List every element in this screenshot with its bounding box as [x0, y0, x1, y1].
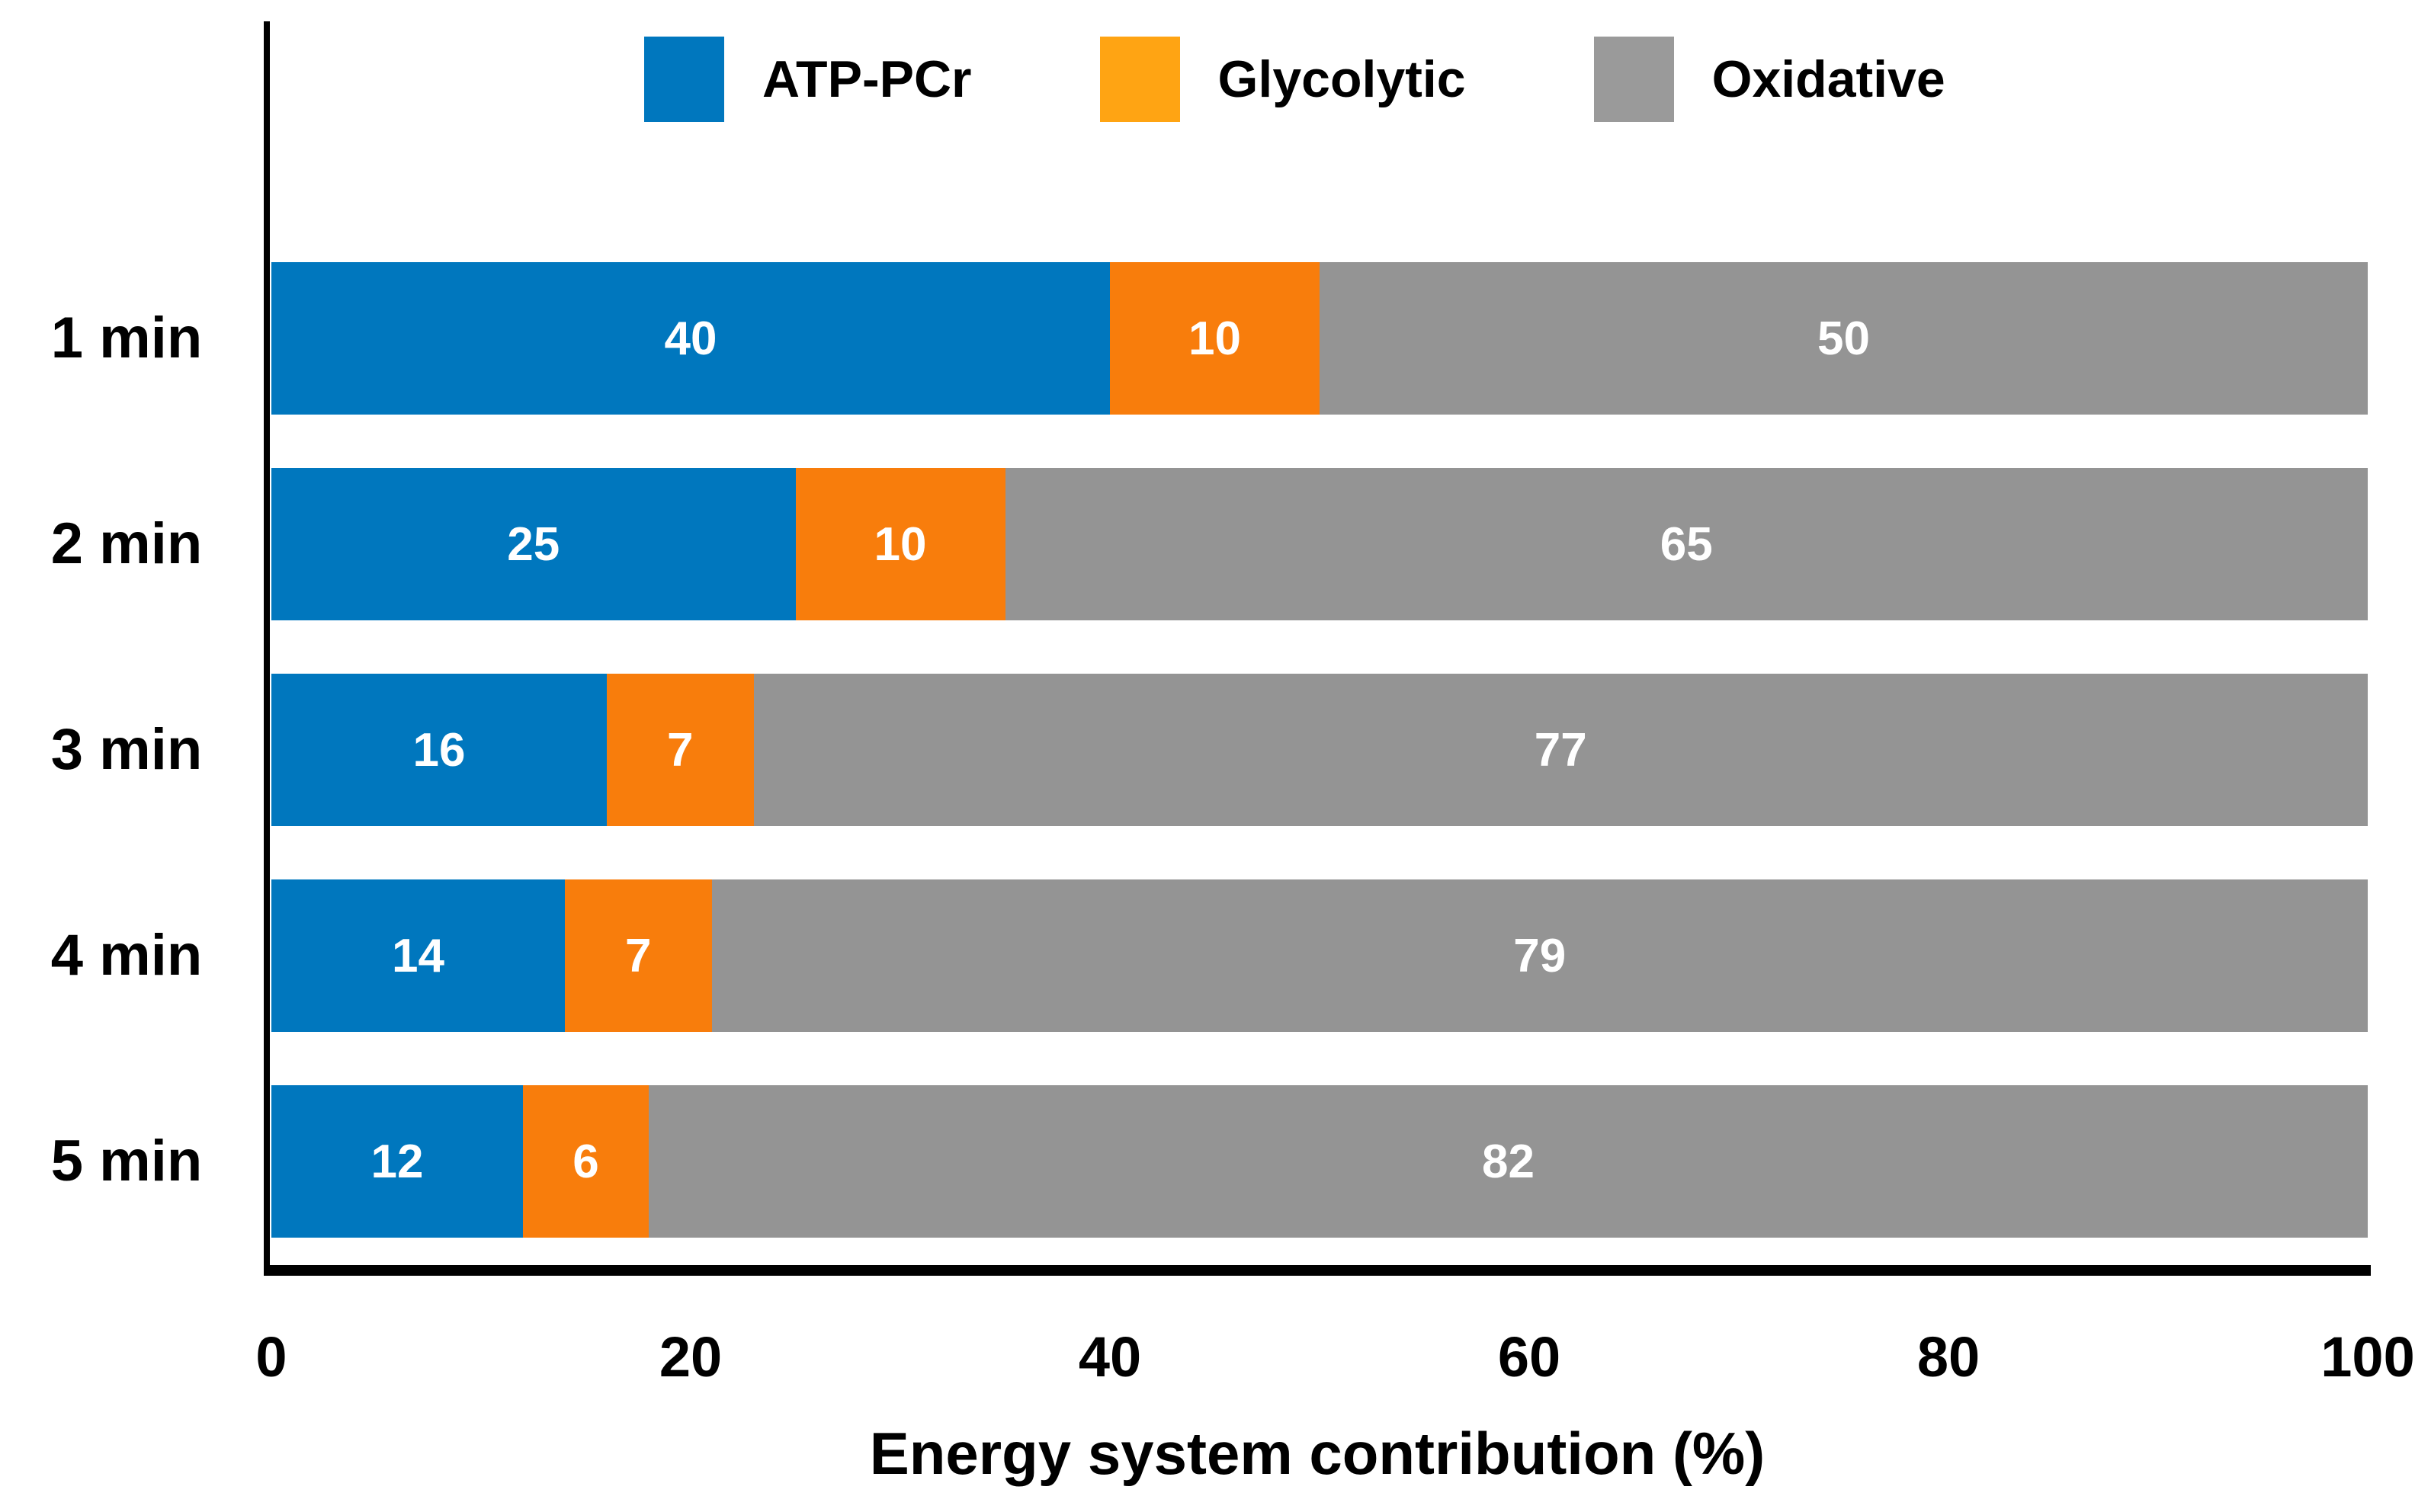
bar-value-label: 50 — [1817, 312, 1870, 365]
bar-value-label: 6 — [572, 1135, 599, 1188]
bar-value-label: 25 — [507, 517, 560, 571]
x-axis-line — [264, 1265, 2371, 1276]
bar-value-label: 14 — [392, 929, 444, 982]
x-tick-label: 0 — [255, 1325, 287, 1389]
bar-segment-oxidative: 77 — [753, 674, 2368, 826]
x-tick-label: 20 — [659, 1325, 723, 1389]
bar-value-label: 10 — [874, 517, 927, 571]
bar-segment-oxidative: 82 — [649, 1085, 2368, 1238]
legend-item: Oxidative — [1593, 37, 1945, 122]
bar-value-label: 7 — [625, 929, 652, 982]
category-label: 5 min — [50, 1129, 203, 1193]
bar-value-label: 40 — [664, 312, 717, 365]
bar-value-label: 82 — [1482, 1135, 1535, 1188]
bar-row: 16 7 77 — [271, 674, 2368, 826]
bar-value-label: 79 — [1513, 929, 1567, 982]
bar-row: 12 6 82 — [271, 1085, 2368, 1238]
bar-value-label: 65 — [1660, 517, 1713, 571]
bar-segment-glycolytic: 7 — [607, 674, 754, 826]
legend-label: Oxidative — [1711, 50, 1945, 108]
x-tick-label: 80 — [1916, 1325, 1980, 1389]
bar-segment-oxidative: 50 — [1320, 262, 2368, 415]
bar-segment-oxidative: 65 — [1005, 468, 2368, 620]
bar-segment-oxidative: 79 — [711, 879, 2368, 1032]
y-axis-line — [264, 21, 270, 1276]
bar-value-label: 7 — [667, 723, 694, 777]
bar-row: 25 10 65 — [271, 468, 2368, 620]
x-axis-title: Energy system contribution (%) — [869, 1420, 1766, 1487]
bar-row: 14 7 79 — [271, 879, 2368, 1032]
bar-value-label: 12 — [370, 1135, 424, 1188]
bar-segment-atp-pcr: 12 — [271, 1085, 523, 1238]
legend-item: Glycolytic — [1099, 37, 1466, 122]
x-tick-label: 60 — [1497, 1325, 1561, 1389]
bar-segment-atp-pcr: 16 — [271, 674, 607, 826]
bar-segment-glycolytic: 7 — [565, 879, 712, 1032]
bar-segment-atp-pcr: 25 — [271, 468, 796, 620]
bar-segment-glycolytic: 10 — [795, 468, 1005, 620]
bar-segment-glycolytic: 10 — [1110, 262, 1320, 415]
bar-segment-atp-pcr: 40 — [271, 262, 1110, 415]
bar-segment-glycolytic: 6 — [523, 1085, 649, 1238]
legend-label: Glycolytic — [1217, 50, 1466, 108]
bar-row: 40 10 50 — [271, 262, 2368, 415]
x-tick-label: 100 — [2320, 1325, 2415, 1389]
legend-item: ATP-PCr — [644, 37, 972, 122]
legend-swatch-atp-pcr — [644, 37, 724, 122]
bar-value-label: 10 — [1188, 312, 1241, 365]
x-tick-label: 40 — [1078, 1325, 1142, 1389]
legend-label: ATP-PCr — [762, 50, 972, 108]
category-label: 1 min — [50, 306, 203, 370]
category-label: 3 min — [50, 717, 203, 782]
bar-value-label: 77 — [1534, 723, 1587, 777]
legend: ATP-PCr Glycolytic Oxidative — [644, 37, 1945, 122]
category-label: 4 min — [50, 923, 203, 988]
legend-swatch-oxidative — [1593, 37, 1674, 122]
bar-segment-atp-pcr: 14 — [271, 879, 565, 1032]
bar-value-label: 16 — [412, 723, 466, 777]
category-label: 2 min — [50, 511, 203, 576]
legend-swatch-glycolytic — [1099, 37, 1180, 122]
